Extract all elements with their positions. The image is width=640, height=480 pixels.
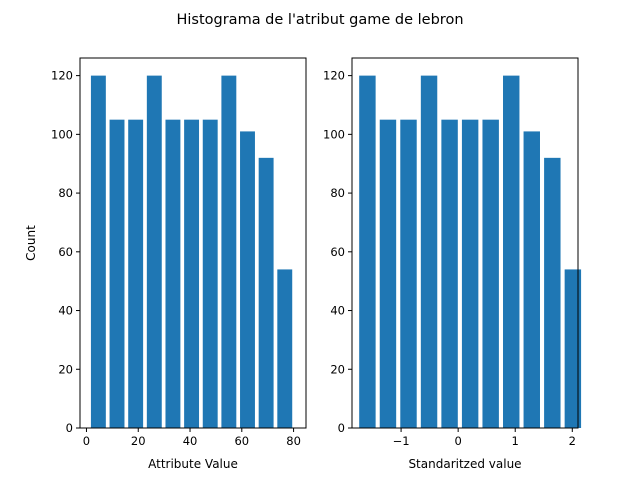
histogram-bar (544, 157, 561, 429)
histogram-bar (184, 119, 200, 429)
histogram-bar (441, 119, 458, 429)
histogram-bar (503, 75, 520, 428)
histogram-bar (523, 131, 540, 428)
x-tick-label: 0 (83, 434, 90, 448)
histogram-bar (128, 119, 144, 429)
histogram-bar (400, 119, 417, 429)
x-tick-label: 0 (454, 434, 461, 448)
y-tick-label: 20 (58, 362, 73, 376)
histogram-bar (202, 119, 218, 429)
y-tick-label: 60 (330, 245, 345, 259)
x-axis-label: Attribute Value (148, 457, 238, 471)
histogram-bar (165, 119, 181, 429)
x-tick-label: 2 (569, 434, 576, 448)
histogram-bar (461, 119, 479, 429)
axes-frame (79, 57, 307, 429)
y-tick-label: 40 (330, 304, 345, 318)
left-histogram-panel: 0 20 40 60 80 0 20 40 60 80 100 120 Attribute Value C… (24, 57, 307, 471)
y-tick-label: 80 (330, 186, 345, 200)
x-tick-label: −1 (393, 434, 410, 448)
histogram-bar (109, 119, 125, 429)
histogram-bar (420, 75, 438, 428)
axes-frame (351, 57, 579, 429)
y-tick-label: 0 (66, 421, 73, 435)
x-tick-label: 1 (512, 434, 519, 448)
histogram-bar (482, 119, 499, 429)
histogram-bar (379, 119, 397, 429)
y-tick-label: 120 (323, 69, 345, 83)
y-tick-label: 0 (338, 421, 345, 435)
histogram-bar (277, 269, 293, 428)
histogram-bar (258, 157, 274, 429)
y-tick-label: 80 (58, 186, 73, 200)
histogram-bar (90, 75, 106, 428)
histogram-bar (240, 131, 255, 428)
y-tick-label: 100 (323, 127, 345, 141)
x-tick-label: 20 (131, 434, 146, 448)
histogram-bar (564, 269, 582, 428)
x-tick-label: 60 (234, 434, 249, 448)
y-tick-label: 120 (51, 69, 73, 83)
y-tick-label: 40 (58, 304, 73, 318)
y-tick-label: 60 (58, 245, 73, 259)
y-tick-label: 20 (330, 362, 345, 376)
histogram-bar (221, 75, 237, 428)
x-tick-label: 40 (183, 434, 198, 448)
y-tick-label: 100 (51, 127, 73, 141)
figure-title: Histograma de l'atribut game de lebron (176, 12, 463, 28)
x-tick-label: 80 (286, 434, 301, 448)
histogram-bar (359, 75, 376, 428)
x-axis-label: Standaritzed value (408, 457, 521, 471)
y-axis-label: Count (24, 225, 38, 261)
histogram-bar (146, 75, 162, 428)
